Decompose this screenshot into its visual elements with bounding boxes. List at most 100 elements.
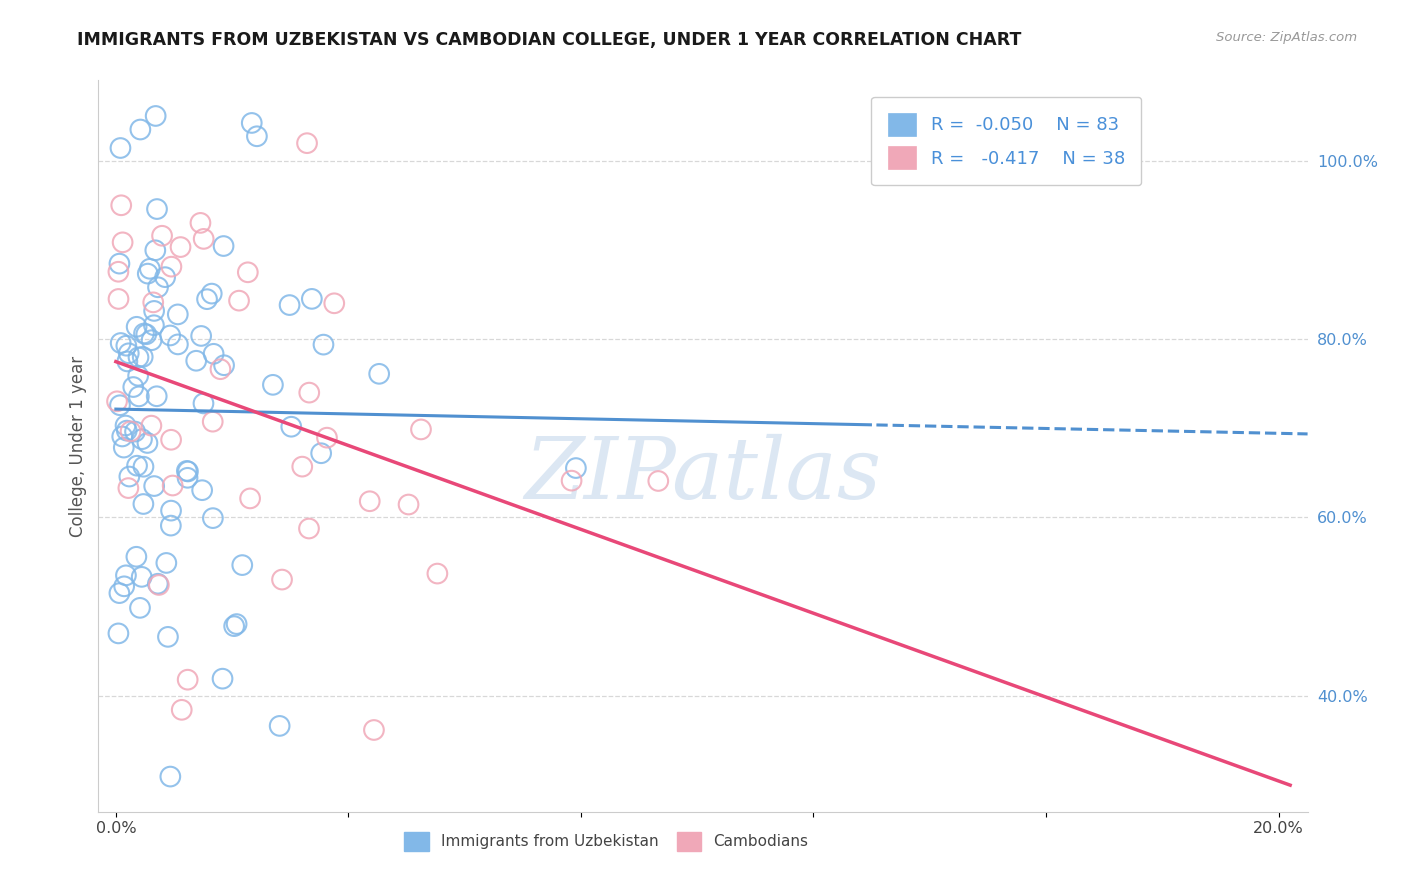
Point — [169, 240, 191, 254]
Point — [409, 422, 432, 436]
Point — [278, 298, 301, 312]
Point — [201, 511, 224, 525]
Text: Source: ZipAtlas.com: Source: ZipAtlas.com — [1216, 31, 1357, 45]
Point — [359, 494, 381, 508]
Point — [107, 626, 129, 640]
Point — [323, 296, 346, 310]
Point — [146, 202, 169, 216]
Point — [132, 326, 155, 341]
Point — [153, 270, 176, 285]
Point — [107, 265, 129, 279]
Point — [120, 425, 142, 439]
Point — [115, 339, 138, 353]
Point — [231, 558, 253, 573]
Point — [191, 483, 214, 498]
Point — [209, 362, 232, 376]
Point — [271, 573, 294, 587]
Y-axis label: College, Under 1 year: College, Under 1 year — [69, 355, 87, 537]
Point — [136, 267, 159, 281]
Point — [155, 556, 177, 570]
Point — [108, 398, 131, 412]
Point — [146, 280, 169, 294]
Point — [135, 327, 157, 342]
Text: ZIPatlas: ZIPatlas — [524, 434, 882, 516]
Point — [166, 307, 188, 321]
Point — [131, 432, 153, 446]
Point — [142, 318, 165, 333]
Point — [186, 353, 208, 368]
Point — [167, 337, 190, 351]
Point — [177, 465, 200, 479]
Point — [159, 328, 181, 343]
Point — [141, 418, 163, 433]
Point — [107, 292, 129, 306]
Point — [125, 458, 148, 473]
Point — [145, 109, 167, 123]
Point — [105, 394, 128, 409]
Point — [193, 232, 215, 246]
Point — [224, 619, 246, 633]
Point — [129, 122, 152, 136]
Point — [143, 244, 166, 258]
Point — [131, 350, 153, 364]
Point — [316, 431, 339, 445]
Point — [110, 141, 132, 155]
Point — [176, 673, 198, 687]
Point — [142, 295, 165, 310]
Point — [111, 429, 134, 443]
Point — [398, 498, 420, 512]
Point — [132, 459, 155, 474]
Point — [118, 346, 141, 360]
Point — [112, 579, 135, 593]
Point — [160, 260, 183, 274]
Point — [561, 474, 583, 488]
Point — [201, 415, 224, 429]
Point — [110, 336, 132, 351]
Point — [117, 354, 139, 368]
Point — [115, 424, 138, 438]
Point — [269, 719, 291, 733]
Point — [201, 286, 224, 301]
Point — [426, 566, 449, 581]
Point — [131, 570, 153, 584]
Point — [225, 617, 247, 632]
Point — [212, 239, 235, 253]
Point — [160, 503, 183, 517]
Point — [211, 672, 233, 686]
Point — [150, 228, 173, 243]
Point — [295, 136, 318, 151]
Point — [112, 441, 135, 455]
Point — [148, 578, 170, 592]
Point — [236, 265, 259, 279]
Point — [176, 464, 198, 478]
Point — [143, 479, 166, 493]
Point — [291, 459, 314, 474]
Point — [132, 497, 155, 511]
Point — [115, 568, 138, 582]
Point — [312, 337, 335, 351]
Point — [136, 436, 159, 450]
Point — [162, 478, 184, 492]
Point — [195, 292, 218, 306]
Point — [246, 129, 269, 144]
Point — [170, 703, 193, 717]
Point — [193, 396, 215, 410]
Point — [128, 389, 150, 403]
Point — [280, 419, 302, 434]
Point — [145, 389, 167, 403]
Point — [108, 586, 131, 600]
Point — [240, 116, 263, 130]
Point — [118, 469, 141, 483]
Point — [190, 329, 212, 343]
Point — [117, 481, 139, 495]
Legend: Immigrants from Uzbekistan, Cambodians: Immigrants from Uzbekistan, Cambodians — [396, 824, 815, 859]
Point — [176, 471, 198, 485]
Point — [228, 293, 250, 308]
Text: IMMIGRANTS FROM UZBEKISTAN VS CAMBODIAN COLLEGE, UNDER 1 YEAR CORRELATION CHART: IMMIGRANTS FROM UZBEKISTAN VS CAMBODIAN … — [77, 31, 1022, 49]
Point — [156, 630, 179, 644]
Point — [146, 576, 169, 591]
Point — [363, 723, 385, 737]
Point — [143, 304, 166, 318]
Point — [125, 319, 148, 334]
Point — [298, 385, 321, 400]
